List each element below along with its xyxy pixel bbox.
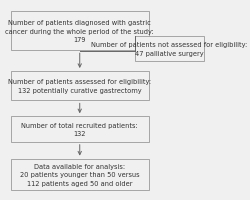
FancyBboxPatch shape (134, 36, 203, 62)
Text: Number of total recruited patients:
132: Number of total recruited patients: 132 (21, 122, 138, 137)
FancyBboxPatch shape (10, 12, 148, 51)
Text: Number of patients not assessed for eligibility:
47 palliative surgery: Number of patients not assessed for elig… (91, 42, 246, 56)
FancyBboxPatch shape (10, 117, 148, 142)
Text: Number of patients assessed for eligibility:
132 potentially curative gastrectom: Number of patients assessed for eligibil… (8, 79, 151, 94)
Text: Number of patients diagnosed with gastric
cancer during the whole period of the : Number of patients diagnosed with gastri… (6, 20, 154, 43)
FancyBboxPatch shape (10, 72, 148, 101)
Text: Data available for analysis:
20 patients younger than 50 versus
112 patients age: Data available for analysis: 20 patients… (20, 163, 139, 186)
FancyBboxPatch shape (10, 159, 148, 190)
